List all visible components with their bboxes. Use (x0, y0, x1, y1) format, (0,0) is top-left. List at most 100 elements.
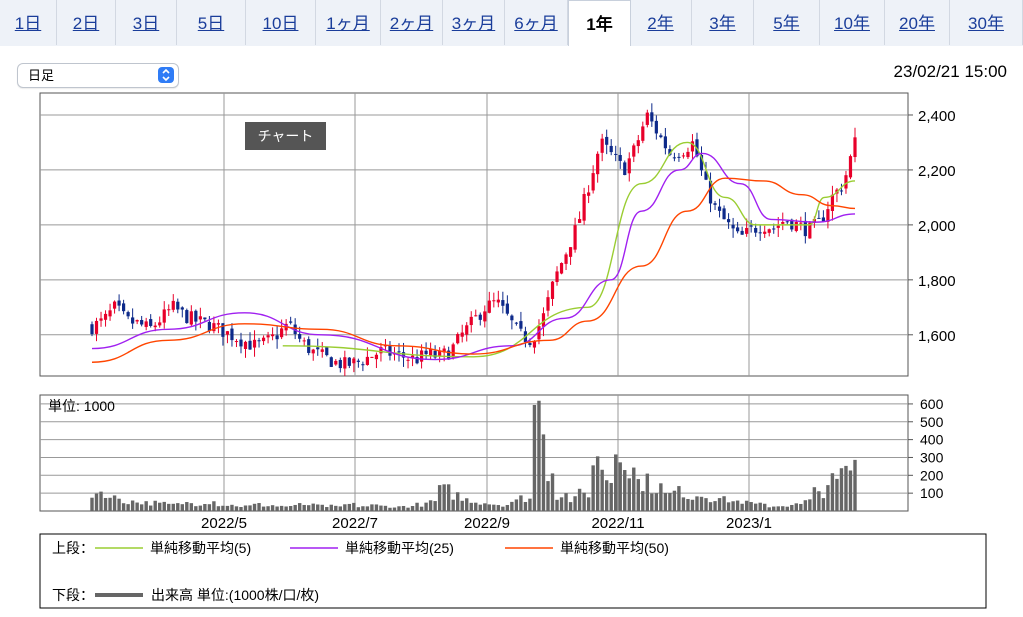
tab-1日[interactable]: 1日 (0, 0, 57, 45)
candle-body (325, 347, 329, 356)
volume-tick-label: 100 (920, 485, 944, 501)
volume-bar (419, 506, 424, 511)
volume-bar (275, 506, 279, 511)
candle-body (794, 221, 798, 231)
volume-bar (243, 505, 248, 511)
candle-body (397, 351, 401, 353)
candle-body (112, 301, 117, 309)
candle-body (510, 315, 514, 321)
volume-bar (401, 505, 406, 511)
volume-bar (221, 505, 225, 511)
candle-body (410, 355, 415, 359)
volume-bar (790, 504, 794, 511)
candle-body (424, 350, 428, 355)
x-axis-label: 2022/5 (201, 515, 247, 532)
candle-body (131, 317, 135, 324)
tab-5年[interactable]: 5年 (754, 0, 820, 45)
candle-body (830, 194, 835, 211)
candle-body (582, 194, 586, 221)
candle-body (289, 321, 293, 323)
volume-bar (130, 500, 135, 511)
candle-body (90, 324, 94, 335)
volume-bar (799, 503, 803, 511)
volume-bar (740, 503, 744, 511)
tab-1年[interactable]: 1年 (568, 0, 631, 48)
tab-3ヶ月[interactable]: 3ヶ月 (443, 0, 505, 45)
volume-bar (288, 506, 293, 511)
candle-body (596, 153, 600, 175)
volume-bar (121, 503, 126, 511)
tab-10日[interactable]: 10日 (246, 0, 316, 45)
candle-body (451, 344, 455, 358)
candle-body (541, 313, 546, 327)
candle-body (99, 318, 103, 321)
candle-body (577, 219, 582, 223)
x-axis-labels: 2022/5 2022/7 2022/9 2022/11 2023/1 (201, 515, 772, 532)
volume-bar (483, 503, 487, 511)
candle-body (343, 357, 347, 369)
volume-bar (835, 478, 839, 511)
candle-body (144, 321, 148, 327)
candle-body (853, 137, 857, 158)
candle-body (379, 347, 383, 354)
candle-body (198, 316, 202, 320)
volume-bar (252, 503, 257, 511)
tab-20年[interactable]: 20年 (885, 0, 950, 45)
volume-bar (410, 506, 415, 511)
candle-body (686, 151, 690, 158)
volume-bar (446, 484, 451, 511)
period-tab-bar: 1日 2日 3日 5日 10日 1ヶ月 2ヶ月 3ヶ月 6ヶ月 1年 2年 3年 5年 10年 20年 30年 (0, 0, 1023, 48)
volume-bar (158, 502, 162, 511)
tab-3年[interactable]: 3年 (692, 0, 754, 45)
candle-body (442, 348, 446, 353)
candle-body (519, 321, 523, 329)
volume-bar (704, 498, 708, 511)
volume-bar (230, 504, 234, 511)
candle-body (122, 303, 126, 312)
candle-body (767, 229, 771, 233)
volume-bar (763, 503, 767, 511)
volume-bar (632, 467, 636, 511)
tab-2日[interactable]: 2日 (57, 0, 116, 45)
volume-tick-label: 600 (920, 396, 944, 412)
volume-bar (99, 491, 103, 511)
candle-body (668, 149, 672, 155)
tab-2年[interactable]: 2年 (630, 0, 692, 45)
candle-body (460, 332, 464, 337)
volume-bar (582, 492, 586, 511)
interval-select[interactable]: 日足 (17, 63, 179, 88)
candle-body (505, 303, 509, 314)
candle-body (365, 356, 370, 365)
tab-6ヶ月[interactable]: 6ヶ月 (505, 0, 568, 45)
candle-body (826, 209, 830, 222)
volume-bar (672, 490, 677, 511)
tab-2ヶ月[interactable]: 2ヶ月 (381, 0, 443, 45)
candle-body (550, 281, 555, 299)
candle-body (812, 219, 816, 223)
candle-body (270, 334, 275, 337)
candle-body (469, 316, 473, 326)
candle-body (275, 335, 279, 340)
volume-bar (731, 501, 735, 511)
volume-bar (735, 500, 740, 511)
tab-1ヶ月[interactable]: 1ヶ月 (316, 0, 381, 45)
tab-10年[interactable]: 10年 (820, 0, 885, 45)
volume-bar (451, 499, 455, 511)
candle-body (772, 228, 776, 230)
candle-body (492, 300, 496, 302)
candle-body (591, 173, 595, 191)
candle-body (677, 156, 681, 158)
candle-body (140, 320, 144, 325)
price-tick-label: 2,200 (918, 163, 956, 180)
volume-bar (352, 502, 356, 511)
volume-bar (650, 493, 654, 511)
candle-body (844, 175, 848, 189)
candle-body (564, 254, 568, 264)
volume-bar (591, 465, 595, 511)
volume-bar (817, 491, 821, 511)
legend-volume-label: 出来高 単位:(1000株/口/枚) (151, 587, 319, 603)
tab-5日[interactable]: 5日 (177, 0, 246, 45)
candle-body (352, 358, 356, 364)
tab-3日[interactable]: 3日 (116, 0, 177, 45)
candle-body (614, 153, 618, 155)
